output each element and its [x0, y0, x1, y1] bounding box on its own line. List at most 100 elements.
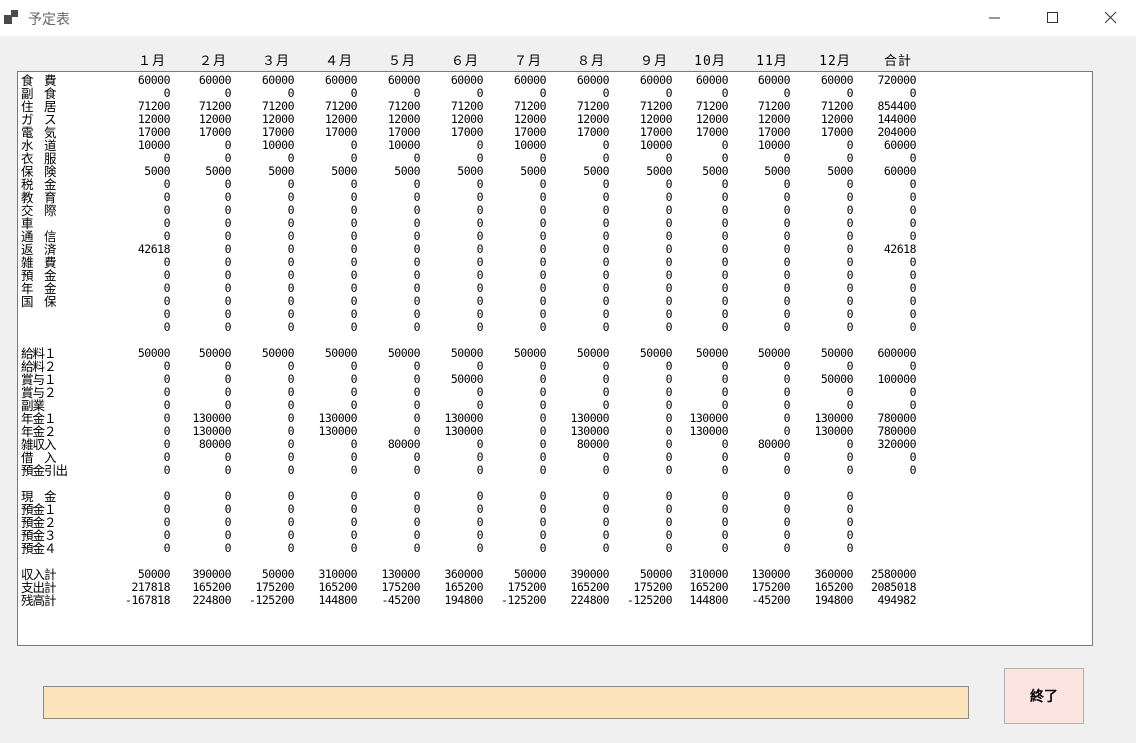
table-cell: 0 — [783, 268, 791, 282]
table-cell: 0 — [287, 203, 295, 217]
table-cell: 0 — [413, 502, 421, 516]
table-cell: 0 — [846, 229, 854, 243]
row-label: 教 育 — [21, 190, 57, 205]
table-cell: 0 — [909, 450, 917, 464]
close-icon — [1105, 12, 1117, 24]
table-cell: 0 — [413, 229, 421, 243]
table-cell: 0 — [350, 294, 358, 308]
table-cell: 165200 — [689, 580, 728, 594]
table-cell: 0 — [783, 489, 791, 503]
table-cell: 0 — [224, 450, 232, 464]
table-cell: 12000 — [820, 112, 854, 126]
table-cell: 60000 — [639, 73, 673, 87]
table-row: 賞与１ 0 0 0 0 0 50000 0 0 0 0 0 50000 100000 — [18, 372, 1088, 387]
table-cell: 0 — [665, 372, 673, 386]
row-label: 給料１ — [21, 346, 57, 361]
table-cell: 5000 — [520, 164, 546, 178]
table-cell: 0 — [539, 151, 547, 165]
table-cell: 17000 — [757, 125, 791, 139]
table-row: 年金１ 0 130000 0 130000 0 130000 0 130000 0 130000 0 1… — [18, 411, 1088, 426]
table-cell: 0 — [783, 385, 791, 399]
table-cell: 600000 — [877, 346, 916, 360]
column-header: ５月 — [387, 54, 416, 69]
table-cell: 0 — [224, 385, 232, 399]
table-cell: 0 — [413, 216, 421, 230]
table-cell: 5000 — [583, 164, 609, 178]
table-cell: 0 — [602, 190, 610, 204]
table-cell: 0 — [909, 307, 917, 321]
table-cell: 0 — [476, 541, 484, 555]
column-header: １月 — [137, 54, 166, 69]
table-cell: 0 — [783, 398, 791, 412]
table-row: 車 0 0 0 0 0 0 0 0 0 0 0 0 0 — [18, 216, 1088, 231]
table-cell: -125200 — [627, 593, 672, 607]
table-cell: 0 — [413, 177, 421, 191]
table-cell: 0 — [602, 450, 610, 464]
table-cell: 0 — [224, 398, 232, 412]
table-cell: 71200 — [198, 99, 232, 113]
table-cell: 0 — [163, 437, 171, 451]
end-button[interactable]: 終了 — [1004, 668, 1084, 724]
table-cell: 0 — [783, 320, 791, 334]
table-cell: 130000 — [814, 411, 853, 425]
table-cell: 0 — [287, 255, 295, 269]
status-field[interactable] — [43, 686, 969, 719]
table-cell: -45200 — [751, 593, 790, 607]
table-cell: 0 — [783, 177, 791, 191]
table-cell: 204000 — [877, 125, 916, 139]
table-cell: 0 — [350, 281, 358, 295]
table-cell: 0 — [163, 307, 171, 321]
table-cell: 5000 — [331, 164, 357, 178]
table-cell: 71200 — [576, 99, 610, 113]
column-header: 10月 — [694, 54, 726, 69]
table-cell: 0 — [476, 502, 484, 516]
window-title: 予定表 — [28, 12, 70, 28]
table-row: 給料２ 0 0 0 0 0 0 0 0 0 0 0 0 0 — [18, 360, 1088, 374]
table-cell: 0 — [163, 528, 171, 542]
table-cell: 0 — [783, 281, 791, 295]
table-cell: 0 — [721, 203, 729, 217]
table-cell: 0 — [287, 281, 295, 295]
table-row: 住 居 71200 71200 71200 71200 71200 71200 71200 71… — [18, 99, 1088, 114]
table-cell: 100000 — [877, 372, 916, 386]
table-cell: 17000 — [450, 125, 484, 139]
table-cell: 0 — [909, 86, 917, 100]
table-cell: 60000 — [883, 138, 917, 152]
table-cell: 0 — [783, 502, 791, 516]
table-cell: 0 — [783, 86, 791, 100]
column-header: ８月 — [576, 54, 605, 69]
table-cell: 0 — [476, 307, 484, 321]
table-cell: 0 — [476, 398, 484, 412]
table-cell: 0 — [413, 255, 421, 269]
table-cell: 0 — [783, 255, 791, 269]
table-cell: 0 — [287, 515, 295, 529]
minimize-button[interactable] — [972, 0, 1018, 36]
table-cell: 360000 — [444, 567, 483, 581]
table-row: 副業 0 0 0 0 0 0 0 0 0 0 0 0 0 — [18, 398, 1088, 413]
table-cell: 0 — [721, 151, 729, 165]
close-button[interactable] — [1088, 0, 1134, 36]
table-cell: 60000 — [261, 73, 295, 87]
table-cell: 0 — [287, 398, 295, 412]
table-cell: 0 — [665, 385, 673, 399]
table-cell: 130000 — [444, 424, 483, 438]
row-label: 預金３ — [21, 528, 57, 543]
table-cell: 0 — [665, 229, 673, 243]
table-cell: 50000 — [639, 346, 673, 360]
maximize-button[interactable] — [1030, 0, 1076, 36]
table-cell: 0 — [224, 294, 232, 308]
row-label: 保 険 — [21, 164, 57, 179]
table-cell: 0 — [224, 463, 232, 477]
row-label: 預 金 — [21, 268, 57, 283]
table-cell: 60000 — [387, 73, 421, 87]
table-cell: 0 — [287, 190, 295, 204]
table-cell: 0 — [350, 268, 358, 282]
table-cell: 17000 — [387, 125, 421, 139]
table-cell: 0 — [721, 489, 729, 503]
table-cell: 0 — [909, 281, 917, 295]
table-cell: 5000 — [646, 164, 672, 178]
row-label: 預金４ — [21, 541, 57, 556]
table-cell: -167818 — [125, 593, 170, 607]
budget-table[interactable]: 食 費 60000 60000 60000 60000 60000 60000 60000 60… — [17, 71, 1093, 646]
table-cell: 165200 — [814, 580, 853, 594]
